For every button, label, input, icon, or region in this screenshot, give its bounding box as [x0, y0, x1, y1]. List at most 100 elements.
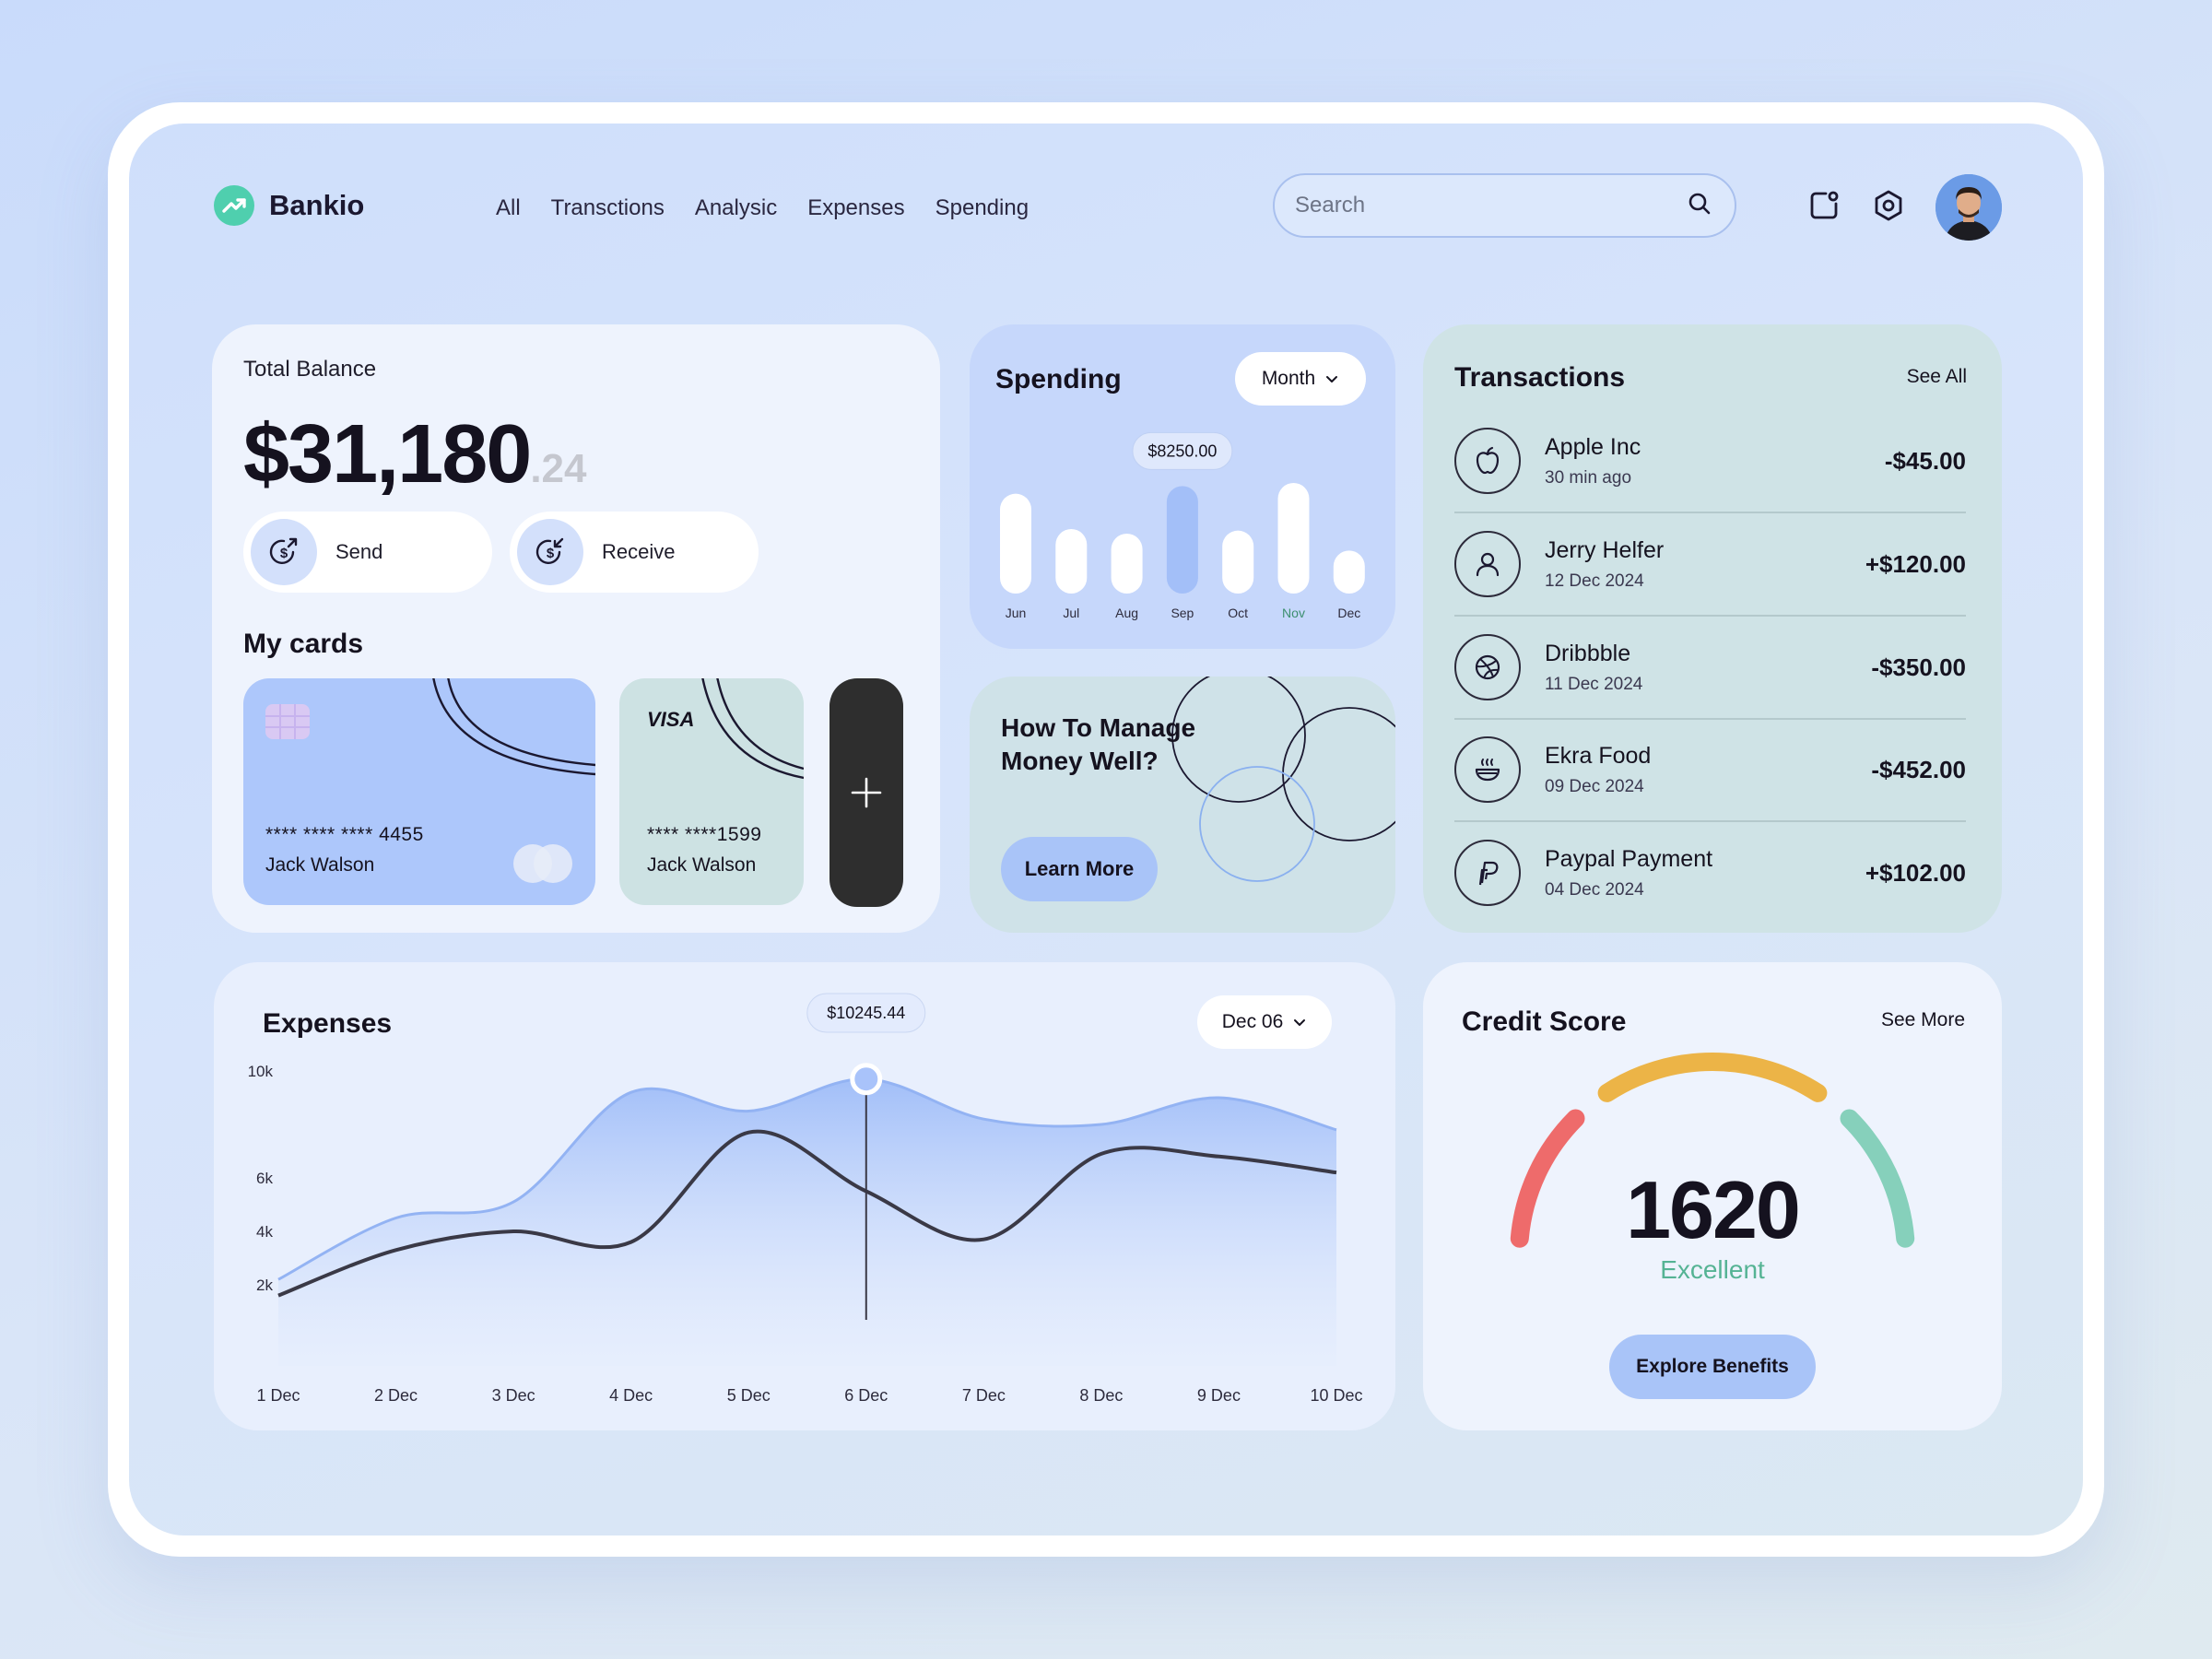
nav-item-all[interactable]: All: [496, 195, 521, 220]
search-box: [1273, 173, 1736, 238]
date-filter-dropdown[interactable]: Dec 06: [1197, 995, 1332, 1049]
transaction-amount: +$102.00: [1865, 858, 1966, 887]
transactions-card: Transactions See All Apple Inc 30 min ag…: [1423, 324, 2002, 933]
send-button[interactable]: $ Send: [243, 512, 492, 593]
expenses-tooltip: $10245.44: [827, 1004, 905, 1022]
explore-benefits-button[interactable]: Explore Benefits: [1609, 1335, 1816, 1399]
notification-icon[interactable]: [1805, 186, 1843, 225]
see-more-link[interactable]: See More: [1880, 1009, 1965, 1030]
expenses-x-label: 8 Dec: [1079, 1386, 1123, 1405]
expenses-x-label: 6 Dec: [844, 1386, 888, 1405]
gauge-arc-high: [1840, 1109, 1915, 1248]
receive-money-icon: $: [517, 519, 583, 585]
visa-card[interactable]: VISA **** ****1599 Jack Walson: [619, 678, 804, 905]
expenses-area: [278, 1078, 1336, 1366]
expenses-x-label: 9 Dec: [1197, 1386, 1241, 1405]
search-input[interactable]: [1295, 193, 1687, 218]
svg-text:$: $: [280, 546, 288, 561]
spending-bar[interactable]: [1222, 530, 1254, 594]
manage-money-card: How To Manage Money Well? Learn More: [970, 677, 1395, 933]
expenses-x-label: 1 Dec: [256, 1386, 300, 1405]
dribbble-icon: [1454, 634, 1521, 700]
transaction-date: 04 Dec 2024: [1545, 879, 1644, 900]
nav-item-expenses[interactable]: Expenses: [807, 195, 905, 220]
expenses-card: Expenses Dec 06 2k 4k 6k 10k 1 Dec 2 Dec 3 Dec…: [214, 962, 1395, 1430]
divider: [1454, 512, 1966, 513]
spending-bar-chart: Jun Jul Aug Sep $8250.00 Oct Nov Dec: [1000, 431, 1365, 620]
divider: [1454, 615, 1966, 617]
mastercard-card[interactable]: **** **** **** 4455 Jack Walson: [243, 678, 595, 905]
balance-amount-cents: .24: [530, 446, 587, 491]
nav-item-spending[interactable]: Spending: [935, 195, 1030, 220]
svg-text:$: $: [547, 546, 555, 561]
spending-tooltip: $8250.00: [1147, 441, 1217, 460]
spending-x-label: Jul: [1063, 606, 1079, 620]
credit-gauge: [1510, 1053, 1915, 1248]
spending-bar[interactable]: [1111, 534, 1143, 594]
nav-item-transactions[interactable]: Transctions: [550, 195, 665, 220]
divider: [1454, 718, 1966, 720]
manage-money-title: How To Manage Money Well?: [1001, 713, 1196, 775]
credit-score-card: Credit Score See More 1620 Excellent Exp…: [1423, 962, 2002, 1430]
transaction-amount: +$120.00: [1865, 549, 1966, 578]
transaction-amount: -$452.00: [1871, 755, 1966, 783]
credit-rating: Excellent: [1660, 1255, 1765, 1284]
spending-bar[interactable]: [1166, 486, 1198, 594]
send-label: Send: [335, 540, 383, 563]
balance-amount: $31,180.24: [243, 407, 587, 502]
transaction-date: 11 Dec 2024: [1545, 674, 1643, 694]
period-label: Month: [1261, 368, 1316, 389]
spending-x-label: Oct: [1228, 606, 1248, 620]
balance-card: Total Balance $31,180.24 $ Send $ Receiv…: [212, 324, 940, 933]
app-name: Bankio: [269, 189, 365, 221]
spending-tooltip-box: [1132, 431, 1233, 470]
user-avatar[interactable]: [1936, 174, 2002, 241]
top-nav: All Transctions Analysic Expenses Spendi…: [496, 195, 1029, 221]
expenses-x-label: 7 Dec: [962, 1386, 1006, 1405]
paypal-icon: [1454, 840, 1521, 906]
chevron-down-icon: [1326, 376, 1338, 382]
transaction-row[interactable]: Apple Inc 30 min ago -$45.00: [1454, 409, 1966, 512]
spending-x-label: Jun: [1006, 606, 1027, 620]
period-dropdown[interactable]: Month: [1235, 352, 1366, 406]
see-all-link[interactable]: See All: [1906, 366, 1967, 387]
receive-button[interactable]: $ Receive: [510, 512, 759, 593]
settings-icon[interactable]: [1869, 186, 1908, 225]
credit-score-title: Credit Score: [1462, 1006, 1627, 1037]
transaction-row[interactable]: Dribbble 11 Dec 2024 -$350.00: [1454, 616, 1966, 719]
balance-label: Total Balance: [243, 357, 377, 382]
spending-bar[interactable]: [1055, 529, 1088, 594]
transaction-row[interactable]: Paypal Payment 04 Dec 2024 +$102.00: [1454, 821, 1966, 924]
app-logo[interactable]: Bankio: [214, 185, 364, 226]
nav-item-analysis[interactable]: Analysic: [694, 195, 778, 220]
transaction-row[interactable]: Ekra Food 09 Dec 2024 -$452.00: [1454, 718, 1966, 821]
mastercard-logo-icon: [512, 843, 573, 884]
learn-more-button[interactable]: Learn More: [1001, 837, 1158, 901]
spending-bar[interactable]: [1333, 550, 1365, 594]
transaction-name: Paypal Payment: [1545, 845, 1713, 872]
dashboard-screen: Bankio All Transctions Analysic Expenses…: [129, 124, 2083, 1535]
expenses-x-label: 3 Dec: [492, 1386, 535, 1405]
expenses-marker-dot[interactable]: [850, 1063, 883, 1096]
expenses-title: Expenses: [263, 1008, 393, 1039]
transactions-title: Transactions: [1454, 362, 1626, 393]
search-icon[interactable]: [1687, 191, 1712, 221]
spending-bar[interactable]: [1277, 483, 1310, 594]
expenses-tooltip-box: [806, 993, 926, 1033]
food-bowl-icon: [1454, 736, 1521, 803]
card-holder: Jack Walson: [265, 854, 375, 876]
spending-x-label: Nov: [1282, 606, 1305, 620]
spending-bar[interactable]: [1000, 493, 1031, 594]
credit-score-value: 1620: [1626, 1164, 1801, 1255]
visa-logo: VISA: [647, 708, 695, 731]
add-card-button[interactable]: [830, 678, 903, 907]
spending-x-label: Sep: [1171, 606, 1194, 620]
receive-label: Receive: [602, 540, 676, 563]
card-number: **** **** **** 4455: [265, 824, 424, 845]
expenses-area-chart: 2k 4k 6k 10k 1 Dec 2 Dec 3 Dec 4 Dec 5 Dec 6 Dec 7…: [248, 993, 1363, 1405]
send-money-icon: $: [251, 519, 317, 585]
transaction-name: Ekra Food: [1545, 742, 1652, 769]
transaction-row[interactable]: Jerry Helfer 12 Dec 2024 +$120.00: [1454, 512, 1966, 616]
expenses-y-label: 2k: [256, 1277, 273, 1294]
transaction-amount: -$350.00: [1871, 653, 1966, 681]
